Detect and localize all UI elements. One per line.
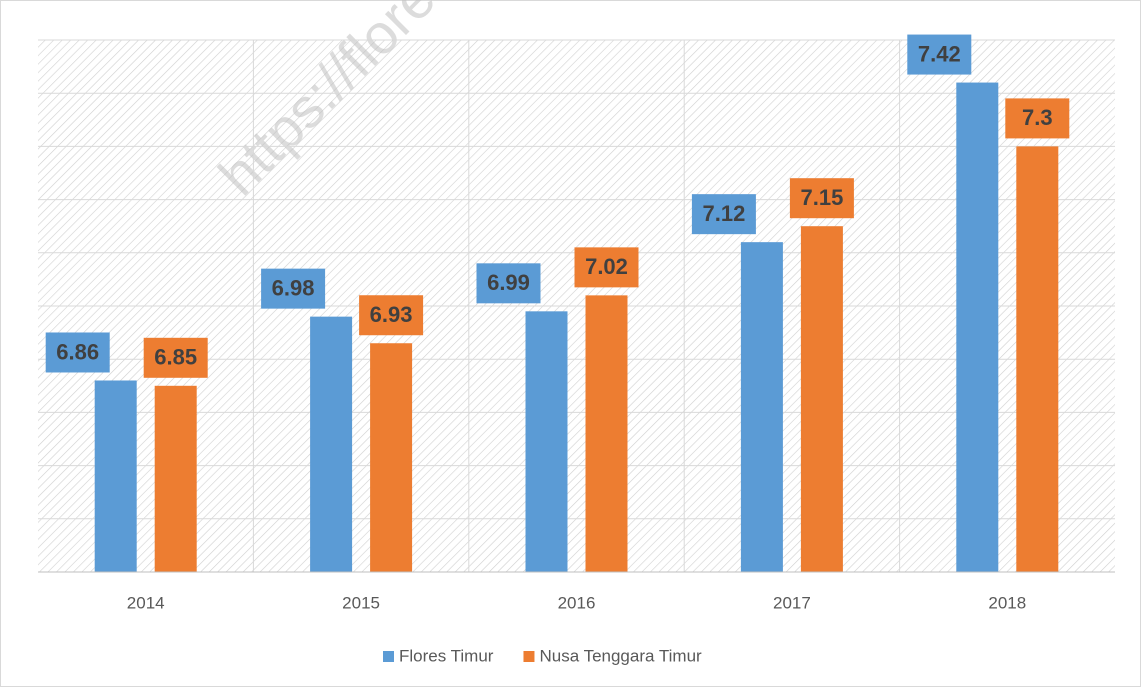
x-tick-label: 2017 xyxy=(773,593,811,612)
data-label-box xyxy=(476,263,541,304)
legend-label: Nusa Tenggara Timur xyxy=(539,646,702,665)
x-tick-label: 2016 xyxy=(558,593,596,612)
data-label-box xyxy=(45,332,110,373)
bar xyxy=(525,311,568,572)
bar xyxy=(956,82,999,572)
data-label: 6.93 xyxy=(370,302,413,327)
data-label: 6.99 xyxy=(487,270,530,295)
data-label-box xyxy=(789,178,854,219)
data-label: 7.42 xyxy=(918,41,961,66)
bar xyxy=(800,226,843,572)
legend-swatch xyxy=(523,651,535,662)
data-label-box xyxy=(359,295,424,336)
bar xyxy=(370,343,413,572)
data-label: 7.15 xyxy=(800,185,843,210)
data-label: 7.3 xyxy=(1022,105,1053,130)
bar xyxy=(1016,146,1059,572)
bar xyxy=(94,380,137,572)
data-label-box xyxy=(574,247,639,288)
data-label: 6.86 xyxy=(56,339,99,364)
x-tick-label: 2014 xyxy=(127,593,165,612)
data-label-box xyxy=(1005,98,1070,139)
bar xyxy=(154,385,197,572)
bar xyxy=(585,295,628,572)
legend-label: Flores Timur xyxy=(399,646,494,665)
data-label: 6.85 xyxy=(154,345,197,370)
data-label-box xyxy=(143,337,208,378)
data-label: 7.12 xyxy=(702,201,745,226)
data-label-box xyxy=(261,268,326,309)
legend-swatch xyxy=(383,651,394,662)
data-label: 6.98 xyxy=(272,275,315,300)
bar xyxy=(310,316,353,572)
data-label-box xyxy=(907,34,972,75)
bar xyxy=(740,242,783,572)
x-tick-label: 2018 xyxy=(988,593,1026,612)
x-tick-label: 2015 xyxy=(342,593,380,612)
data-label: 7.02 xyxy=(585,254,628,279)
data-label-box xyxy=(691,194,756,235)
